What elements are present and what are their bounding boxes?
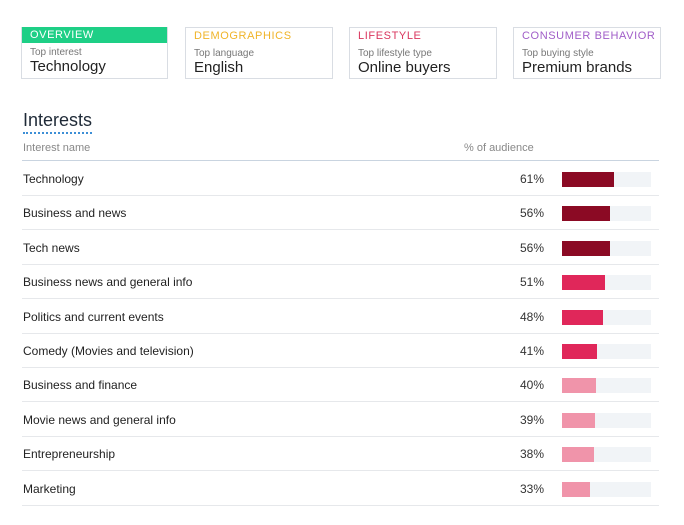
- tab-value: Online buyers: [358, 59, 451, 76]
- interest-name: Politics and current events: [23, 309, 164, 324]
- audience-percent: 48%: [519, 309, 544, 324]
- tab-sublabel: Top lifestyle type: [358, 48, 432, 59]
- tab-accent-strip: [22, 27, 167, 43]
- audience-percent: 40%: [519, 378, 544, 393]
- table-row: Business news and general info 51%: [22, 265, 659, 300]
- percent-bar-fill: [562, 172, 614, 187]
- table-row: Tech news 56%: [22, 231, 659, 265]
- audience-percent: 56%: [519, 240, 544, 255]
- section-title: Interests: [23, 110, 93, 134]
- interest-name: Business news and general info: [23, 275, 193, 290]
- tab-demographics[interactable]: DEMOGRAPHICS Top language English: [185, 27, 333, 79]
- table-row: Politics and current events 48%: [22, 300, 659, 334]
- audience-percent: 51%: [519, 275, 544, 290]
- percent-bar-fill: [562, 447, 594, 463]
- percent-bar-fill: [562, 378, 596, 394]
- interest-name: Entrepreneurship: [23, 447, 116, 462]
- percent-bar-track: [562, 344, 651, 359]
- percent-bar-fill: [562, 412, 595, 428]
- audience-percent: 33%: [519, 481, 544, 496]
- tab-consumer-behavior[interactable]: CONSUMER BEHAVIOR Top buying style Premi…: [513, 27, 661, 79]
- percent-bar-track: [562, 481, 651, 497]
- interest-name: Business and finance: [23, 378, 138, 393]
- table-row: Business and finance 40%: [22, 368, 659, 403]
- table-row: Comedy (Movies and television) 41%: [22, 334, 659, 368]
- percent-bar-track: [562, 206, 651, 222]
- percent-bar-fill: [562, 344, 597, 359]
- percent-bar-fill: [562, 240, 610, 256]
- audience-percent: 41%: [519, 344, 544, 358]
- tab-category-label: DEMOGRAPHICS: [194, 30, 292, 42]
- tab-category-label: LIFESTYLE: [358, 30, 422, 42]
- table-row: Entrepreneurship 38%: [22, 437, 659, 472]
- audience-percent: 38%: [519, 447, 544, 462]
- audience-percent: 39%: [519, 412, 544, 427]
- tab-category-label: OVERVIEW: [30, 29, 94, 41]
- tab-sublabel: Top interest: [30, 47, 82, 58]
- table-row: Marketing 33%: [22, 472, 659, 506]
- column-header-percent-audience: % of audience: [464, 142, 534, 154]
- tab-value: English: [194, 59, 244, 76]
- audience-percent: 56%: [519, 206, 544, 221]
- header-divider: [22, 160, 659, 161]
- table-row: Business and news 56%: [22, 196, 659, 231]
- interest-name: Movie news and general info: [23, 412, 176, 427]
- interest-name: Tech news: [23, 240, 80, 255]
- table-row: Movie news and general info 39%: [22, 403, 659, 437]
- percent-bar-fill: [562, 309, 603, 325]
- audience-percent: 61%: [519, 172, 544, 186]
- percent-bar-fill: [562, 206, 610, 222]
- interest-name: Comedy (Movies and television): [23, 344, 194, 358]
- percent-bar-fill: [562, 275, 605, 291]
- tab-sublabel: Top buying style: [522, 48, 594, 59]
- tab-overview[interactable]: OVERVIEW Top interest Technology: [21, 27, 168, 79]
- tab-value: Premium brands: [522, 59, 633, 76]
- percent-bar-fill: [562, 481, 590, 497]
- table-row: Technology 61%: [22, 162, 659, 196]
- percent-bar-track: [562, 412, 651, 428]
- percent-bar-track: [562, 309, 651, 325]
- percent-bar-track: [562, 240, 651, 256]
- tab-value: Technology: [30, 58, 106, 75]
- interest-name: Technology: [23, 172, 84, 186]
- interest-name: Marketing: [23, 481, 76, 496]
- percent-bar-track: [562, 378, 651, 394]
- interest-name: Business and news: [23, 206, 127, 221]
- tab-category-label: CONSUMER BEHAVIOR: [522, 30, 656, 42]
- percent-bar-track: [562, 447, 651, 463]
- percent-bar-track: [562, 275, 651, 291]
- column-header-interest-name: Interest name: [23, 142, 91, 154]
- tab-sublabel: Top language: [194, 48, 255, 59]
- percent-bar-track: [562, 172, 651, 187]
- tab-lifestyle[interactable]: LIFESTYLE Top lifestyle type Online buye…: [349, 27, 497, 79]
